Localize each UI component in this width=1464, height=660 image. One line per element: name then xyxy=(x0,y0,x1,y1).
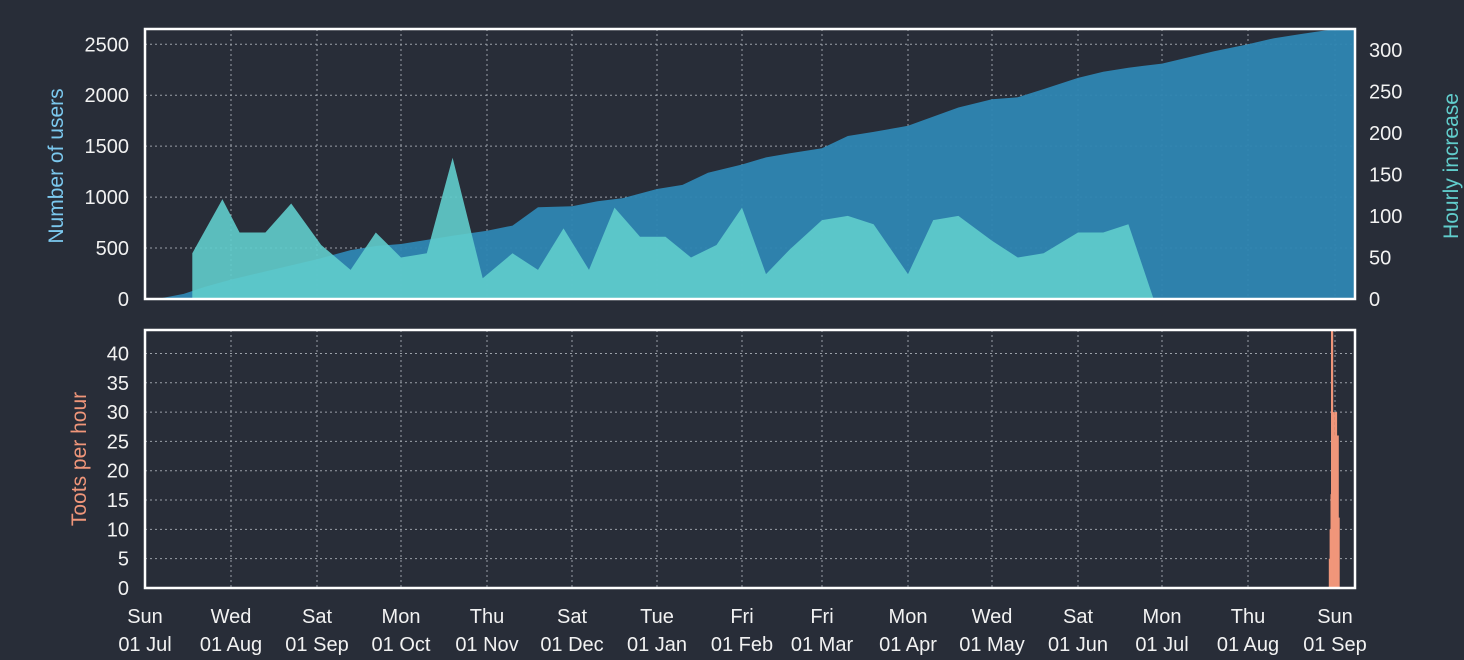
toots-bar xyxy=(1338,518,1340,588)
toots-ytick-label: 25 xyxy=(107,431,129,453)
xtick-date-label: 01 Aug xyxy=(200,634,262,656)
hourly-axis-label: Hourly increase xyxy=(1440,93,1463,239)
xtick-date-label: 01 Feb xyxy=(711,634,773,656)
xtick-day-label: Sun xyxy=(1317,606,1353,628)
xtick-day-label: Fri xyxy=(810,606,833,628)
xtick-date-label: 01 Oct xyxy=(372,634,431,656)
xtick-day-label: Sat xyxy=(1063,606,1093,628)
toots-ytick-label: 30 xyxy=(107,402,129,424)
xtick-date-label: 01 Apr xyxy=(879,634,937,656)
hourly-ytick-label: 300 xyxy=(1369,40,1402,62)
xtick-day-label: Sat xyxy=(557,606,587,628)
xtick-date-label: 01 Mar xyxy=(791,634,854,656)
xtick-day-label: Mon xyxy=(1143,606,1182,628)
xtick-day-label: Wed xyxy=(211,606,252,628)
toots-ytick-label: 40 xyxy=(107,343,129,365)
toots-ytick-label: 10 xyxy=(107,519,129,541)
xtick-day-label: Mon xyxy=(889,606,928,628)
xtick-date-label: 01 Jan xyxy=(627,634,687,656)
users-ytick-label: 2000 xyxy=(85,85,130,107)
xtick-date-label: 01 Nov xyxy=(455,634,518,656)
xtick-date-label: 01 Jun xyxy=(1048,634,1108,656)
users-ytick-label: 0 xyxy=(118,289,129,311)
toots-ytick-label: 35 xyxy=(107,373,129,395)
xtick-date-label: 01 Dec xyxy=(540,634,603,656)
hourly-ytick-label: 0 xyxy=(1369,289,1380,311)
hourly-ytick-label: 150 xyxy=(1369,164,1402,186)
xtick-date-label: 01 Jul xyxy=(1135,634,1188,656)
xtick-day-label: Sat xyxy=(302,606,332,628)
xtick-day-label: Tue xyxy=(640,606,674,628)
hourly-ytick-label: 50 xyxy=(1369,247,1391,269)
xtick-day-label: Wed xyxy=(972,606,1013,628)
toots-axis-label: Toots per hour xyxy=(68,392,91,526)
xtick-day-label: Sun xyxy=(127,606,163,628)
toots-ytick-label: 20 xyxy=(107,461,129,483)
users-ytick-label: 1500 xyxy=(85,136,130,158)
users-axis-label: Number of users xyxy=(45,88,68,243)
xtick-day-label: Thu xyxy=(1231,606,1265,628)
bottom-plot-frame xyxy=(145,330,1355,588)
xtick-day-label: Mon xyxy=(382,606,421,628)
xtick-date-label: 01 Sep xyxy=(285,634,348,656)
xtick-day-label: Thu xyxy=(470,606,504,628)
users-ytick-label: 500 xyxy=(96,238,129,260)
users-ytick-label: 1000 xyxy=(85,187,130,209)
xtick-date-label: 01 May xyxy=(959,634,1025,656)
hourly-ytick-label: 250 xyxy=(1369,81,1402,103)
toots-ytick-label: 5 xyxy=(118,549,129,571)
toots-ytick-label: 0 xyxy=(118,578,129,600)
users-ytick-label: 2500 xyxy=(85,34,130,56)
xtick-date-label: 01 Aug xyxy=(1217,634,1279,656)
xtick-date-label: 01 Sep xyxy=(1303,634,1366,656)
hourly-ytick-label: 200 xyxy=(1369,123,1402,145)
xtick-day-label: Fri xyxy=(730,606,753,628)
toots-ytick-label: 15 xyxy=(107,490,129,512)
xtick-date-label: 01 Jul xyxy=(118,634,171,656)
bottom-grid xyxy=(145,330,1355,588)
hourly-ytick-label: 100 xyxy=(1369,206,1402,228)
